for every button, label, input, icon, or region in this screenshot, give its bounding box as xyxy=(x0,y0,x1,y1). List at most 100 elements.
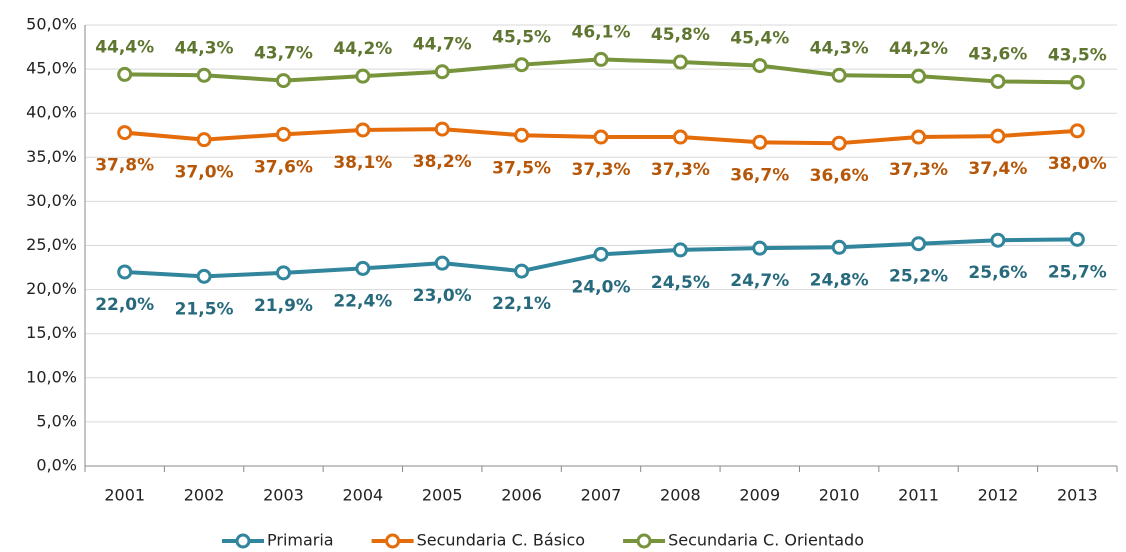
marker xyxy=(672,242,688,258)
marker xyxy=(196,67,212,83)
x-tick-label: 2009 xyxy=(739,486,780,505)
marker xyxy=(514,263,530,279)
x-tick-label: 2007 xyxy=(581,486,622,505)
x-tick-label: 2003 xyxy=(263,486,304,505)
y-tick-label: 15,0% xyxy=(26,323,77,342)
value-label: 45,4% xyxy=(730,29,789,49)
x-tick-label: 2013 xyxy=(1057,486,1098,505)
y-tick-label: 10,0% xyxy=(26,367,77,386)
y-tick-label: 35,0% xyxy=(26,147,77,166)
x-tick-label: 2010 xyxy=(819,486,860,505)
value-label: 36,7% xyxy=(730,165,789,185)
value-label: 36,6% xyxy=(810,166,869,186)
marker xyxy=(672,129,688,145)
legend-label: Primaria xyxy=(267,531,334,550)
legend-marker xyxy=(636,533,652,549)
value-label: 37,3% xyxy=(572,160,631,180)
y-tick-label: 30,0% xyxy=(26,191,77,210)
marker xyxy=(593,129,609,145)
marker xyxy=(275,73,291,89)
marker xyxy=(752,134,768,150)
marker xyxy=(434,255,450,271)
marker xyxy=(831,67,847,83)
y-tick-label: 20,0% xyxy=(26,279,77,298)
value-label: 37,0% xyxy=(175,163,234,183)
value-label: 44,2% xyxy=(333,39,392,59)
marker xyxy=(117,264,133,280)
marker xyxy=(911,68,927,84)
marker xyxy=(752,240,768,256)
marker xyxy=(911,236,927,252)
marker xyxy=(355,122,371,138)
marker xyxy=(275,126,291,142)
value-label: 44,7% xyxy=(413,35,472,55)
legend-label: Secundaria C. Orientado xyxy=(668,531,864,550)
value-label: 25,2% xyxy=(889,267,948,287)
value-label: 43,7% xyxy=(254,44,313,64)
marker xyxy=(434,64,450,80)
y-tick-label: 0,0% xyxy=(36,456,77,475)
x-tick-label: 2011 xyxy=(898,486,939,505)
marker xyxy=(990,128,1006,144)
value-label: 44,3% xyxy=(175,38,234,58)
value-label: 25,6% xyxy=(968,263,1027,283)
value-label: 45,5% xyxy=(492,28,551,48)
legend-label: Secundaria C. Básico xyxy=(417,531,585,550)
value-label: 44,2% xyxy=(889,39,948,59)
x-tick-label: 2006 xyxy=(501,486,542,505)
value-label: 24,5% xyxy=(651,273,710,293)
value-label: 37,3% xyxy=(651,160,710,180)
marker xyxy=(117,125,133,141)
legend-marker xyxy=(385,533,401,549)
value-label: 37,8% xyxy=(95,156,154,176)
marker xyxy=(911,129,927,145)
value-label: 37,3% xyxy=(889,160,948,180)
marker xyxy=(1069,123,1085,139)
value-label: 22,0% xyxy=(95,295,154,315)
marker xyxy=(355,260,371,276)
marker xyxy=(593,246,609,262)
value-label: 46,1% xyxy=(572,22,631,42)
marker xyxy=(752,58,768,74)
value-label: 24,7% xyxy=(730,271,789,291)
marker xyxy=(990,232,1006,248)
legend-marker xyxy=(235,533,251,549)
x-tick-label: 2004 xyxy=(342,486,383,505)
value-label: 23,0% xyxy=(413,286,472,306)
marker xyxy=(434,121,450,137)
value-label: 37,4% xyxy=(968,159,1027,179)
marker xyxy=(514,127,530,143)
marker xyxy=(672,54,688,70)
x-tick-label: 2001 xyxy=(104,486,145,505)
x-tick-label: 2008 xyxy=(660,486,701,505)
y-tick-label: 25,0% xyxy=(26,235,77,254)
value-label: 25,7% xyxy=(1048,262,1107,282)
marker xyxy=(831,135,847,151)
y-tick-label: 50,0% xyxy=(26,15,77,34)
value-label: 21,9% xyxy=(254,296,313,316)
value-label: 38,1% xyxy=(333,153,392,173)
value-label: 43,6% xyxy=(968,44,1027,64)
y-tick-label: 45,0% xyxy=(26,59,77,78)
value-label: 43,5% xyxy=(1048,45,1107,65)
y-tick-label: 40,0% xyxy=(26,103,77,122)
value-label: 22,1% xyxy=(492,294,551,314)
marker xyxy=(593,51,609,67)
value-label: 45,8% xyxy=(651,25,710,45)
marker xyxy=(514,57,530,73)
y-tick-label: 5,0% xyxy=(36,411,77,430)
x-tick-label: 2005 xyxy=(422,486,463,505)
value-label: 44,4% xyxy=(95,37,154,57)
value-label: 37,6% xyxy=(254,157,313,177)
value-label: 44,3% xyxy=(810,38,869,58)
marker xyxy=(196,132,212,148)
marker xyxy=(1069,74,1085,90)
value-label: 38,2% xyxy=(413,152,472,172)
value-label: 38,0% xyxy=(1048,154,1107,174)
marker xyxy=(1069,231,1085,247)
marker xyxy=(117,66,133,82)
value-label: 22,4% xyxy=(333,291,392,311)
value-label: 24,0% xyxy=(572,277,631,297)
value-label: 37,5% xyxy=(492,158,551,178)
